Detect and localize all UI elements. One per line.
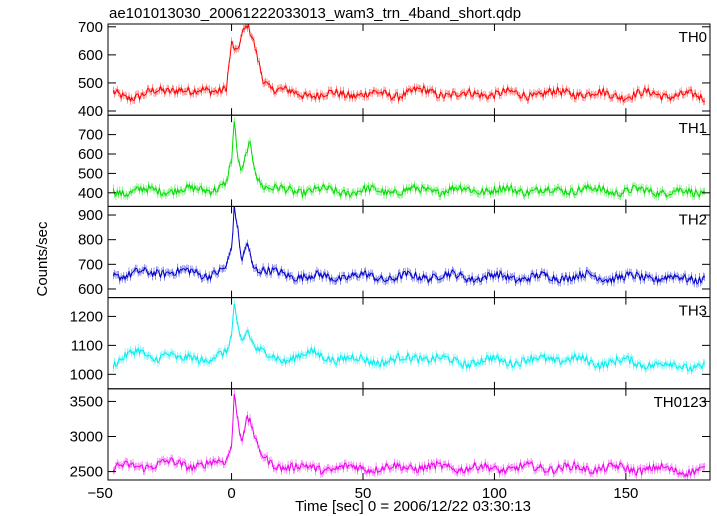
chart-title: ae101013030_20061222033013_wam3_trn_4ban… (109, 5, 521, 22)
panel-label-TH1: TH1 (679, 120, 707, 137)
y-tick-label: 700 (78, 19, 103, 36)
y-tick-label: 1200 (70, 308, 103, 325)
y-tick-label: 700 (78, 256, 103, 273)
x-tick-label: −50 (87, 485, 112, 502)
y-tick-label: 1100 (71, 337, 103, 354)
panel-frame (107, 388, 711, 481)
y-tick-label: 500 (78, 75, 103, 92)
panel-frame (107, 23, 711, 116)
y-tick-label: 1000 (70, 366, 103, 383)
series-line-TH0 (112, 24, 705, 103)
series-line-TH0123 (113, 393, 705, 478)
y-tick-label: 600 (78, 47, 103, 64)
panel-TH0: 400 500 600 700 TH0 (78, 19, 711, 120)
y-tick-label: 3000 (70, 429, 103, 446)
y-tick-label: 700 (78, 127, 103, 144)
y-tick-label: 800 (78, 232, 103, 249)
y-tick-label: 900 (78, 207, 103, 224)
panel-TH1: 400 500 600 700 TH1 (78, 114, 711, 207)
panel-frame (107, 114, 711, 207)
panel-frame (107, 205, 711, 299)
series-errorbars-TH0 (113, 24, 705, 106)
x-tick-labels: −50 0 50 100 150 (87, 485, 638, 502)
series-line-TH2 (112, 206, 705, 285)
y-tick-label: 400 (78, 103, 103, 120)
series-line-TH1 (112, 121, 705, 199)
panel-label-TH2: TH2 (679, 211, 707, 228)
x-tick-label: 50 (355, 485, 372, 502)
panel-TH3: 1000 1100 1200 TH3 (70, 297, 711, 390)
panels-group: 400 500 600 700 TH0 400 500 600 700 TH1 600 700 800 9… (70, 19, 711, 481)
x-tick-label: 150 (613, 485, 638, 502)
panel-TH2: 600 700 800 900 TH2 (78, 205, 711, 299)
y-axis-label: Counts/sec (34, 221, 51, 297)
y-tick-label: 3500 (70, 393, 103, 410)
y-tick-label: 600 (78, 281, 103, 298)
x-tick-label: 0 (227, 485, 235, 502)
panel-label-TH0123: TH0123 (654, 394, 707, 411)
panel-label-TH0: TH0 (679, 29, 707, 46)
panel-frame (107, 297, 711, 390)
y-tick-label: 2500 (70, 464, 103, 481)
y-tick-label: 600 (78, 146, 103, 163)
series-line-TH3 (112, 303, 705, 373)
panel-label-TH3: TH3 (679, 303, 707, 320)
y-tick-label: 500 (78, 165, 103, 182)
x-tick-label: 100 (482, 485, 507, 502)
y-tick-label: 400 (78, 185, 103, 202)
panel-TH0123: 2500 3000 3500 TH0123 (70, 388, 711, 481)
x-axis-label: Time [sec] 0 = 2006/12/22 03:30:13 (295, 498, 531, 515)
